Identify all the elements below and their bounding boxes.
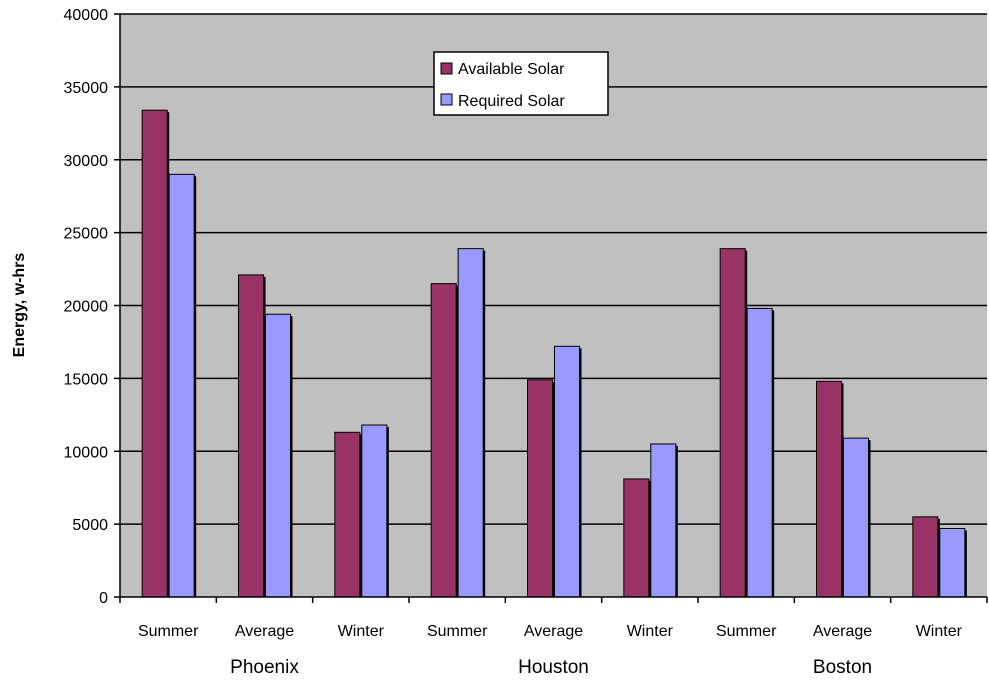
- bar-required-solar: [842, 437, 870, 598]
- bar-required-solar: [746, 307, 773, 598]
- legend-swatch-available: [440, 62, 453, 75]
- bar-available-solar: [912, 516, 939, 598]
- y-tick-label: 40000: [64, 7, 109, 24]
- legend-swatch-required: [440, 93, 453, 106]
- bar-available-solar: [334, 431, 361, 598]
- bar-required-solar: [168, 173, 195, 598]
- bar-required-solar: [553, 345, 581, 598]
- legend-box: [433, 51, 609, 116]
- x-tick-label: Average: [524, 623, 583, 640]
- x-tick-label: Winter: [627, 623, 674, 640]
- x-group-label: Boston: [813, 657, 872, 678]
- x-group-labels: Phoenix Houston Boston: [230, 657, 872, 678]
- bar-required-solar: [361, 424, 388, 598]
- legend-label-available: Available Solar: [458, 61, 565, 78]
- bar-available-solar: [815, 380, 843, 598]
- y-tick-label: 30000: [64, 153, 109, 170]
- bar-required-solar: [264, 313, 292, 598]
- y-axis-label: Energy, w-hrs: [11, 253, 28, 358]
- bar-available-solar: [719, 248, 746, 598]
- bar-available-solar: [623, 478, 650, 598]
- x-tick-label: Summer: [138, 623, 199, 640]
- y-tick-label: 5000: [72, 517, 108, 534]
- y-tick-label: 0: [99, 590, 108, 607]
- y-tick-label: 20000: [64, 299, 109, 316]
- legend-label-required: Required Solar: [458, 93, 565, 110]
- y-tick-label: 10000: [64, 444, 109, 461]
- bar-required-solar: [650, 443, 677, 598]
- x-group-label: Phoenix: [230, 657, 299, 678]
- x-tick-label: Average: [813, 623, 872, 640]
- x-tick-label: Summer: [427, 623, 488, 640]
- x-group-label: Houston: [518, 657, 589, 678]
- x-tick-labels: Summer Average Winter Summer Average Winter Su…: [138, 623, 963, 640]
- bars: [141, 109, 967, 598]
- legend: Available Solar Required Solar: [433, 51, 609, 116]
- x-tick-label: Summer: [716, 623, 777, 640]
- x-tick-label: Average: [235, 623, 294, 640]
- x-tick-label: Winter: [338, 623, 385, 640]
- bar-available-solar: [526, 379, 554, 598]
- y-tick-label: 35000: [64, 80, 109, 97]
- bar-available-solar: [141, 109, 168, 598]
- bar-available-solar: [237, 274, 265, 598]
- x-tick-label: Winter: [916, 623, 963, 640]
- bar-required-solar: [939, 527, 966, 598]
- y-tick-label: 15000: [64, 371, 109, 388]
- bar-available-solar: [430, 283, 457, 598]
- axes: [114, 13, 988, 603]
- y-tick-labels: 0 5000 10000 15000 20000 25000 30000 35000 40000: [64, 7, 109, 607]
- bar-required-solar: [457, 248, 484, 598]
- y-tick-label: 25000: [64, 226, 109, 243]
